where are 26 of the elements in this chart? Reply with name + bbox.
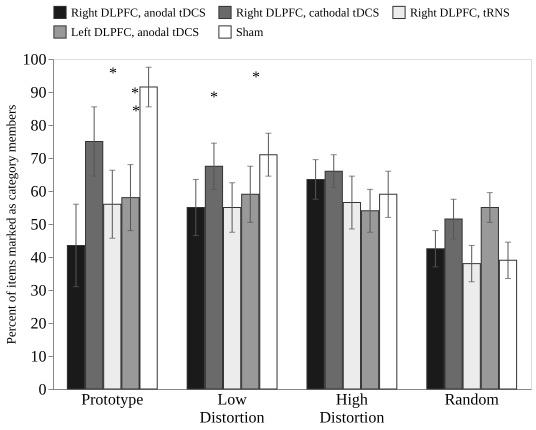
y-tick-label: 80	[30, 118, 46, 134]
y-tick-label: 100	[22, 52, 46, 68]
annotation: *	[109, 65, 117, 82]
annotation: *	[252, 69, 260, 86]
legend-label: Right DLPFC, tRNS	[410, 5, 510, 20]
y-tick-label: 60	[30, 184, 46, 200]
legend-label: Sham	[236, 25, 264, 39]
annotation: *	[131, 85, 139, 102]
annotation: *	[210, 89, 218, 106]
y-tick-label: 20	[30, 316, 46, 332]
legend-label: Right DLPFC, anodal tDCS	[71, 5, 206, 20]
x-tick-label: Prototype	[81, 392, 144, 408]
y-axis-title: Percent of items marked as category members	[4, 104, 18, 344]
x-tick-label: Random	[444, 392, 500, 408]
y-tick-label: 70	[30, 150, 46, 168]
y-tick-label: 40	[30, 250, 46, 266]
annotation: *	[132, 103, 140, 120]
x-tick-label: Low Distortion	[200, 392, 265, 426]
y-tick-label: 90	[30, 84, 46, 102]
y-tick-label: 10	[30, 348, 46, 366]
legend-label: Right DLPFC, cathodal tDCS	[236, 5, 380, 20]
y-tick-label: 30	[30, 282, 46, 300]
y-tick-label: 0	[38, 382, 46, 398]
legend-label: Left DLPFC, anodal tDCS	[71, 25, 199, 39]
y-tick-label: 50	[30, 216, 46, 234]
x-tick-label: High Distortion	[319, 392, 384, 426]
